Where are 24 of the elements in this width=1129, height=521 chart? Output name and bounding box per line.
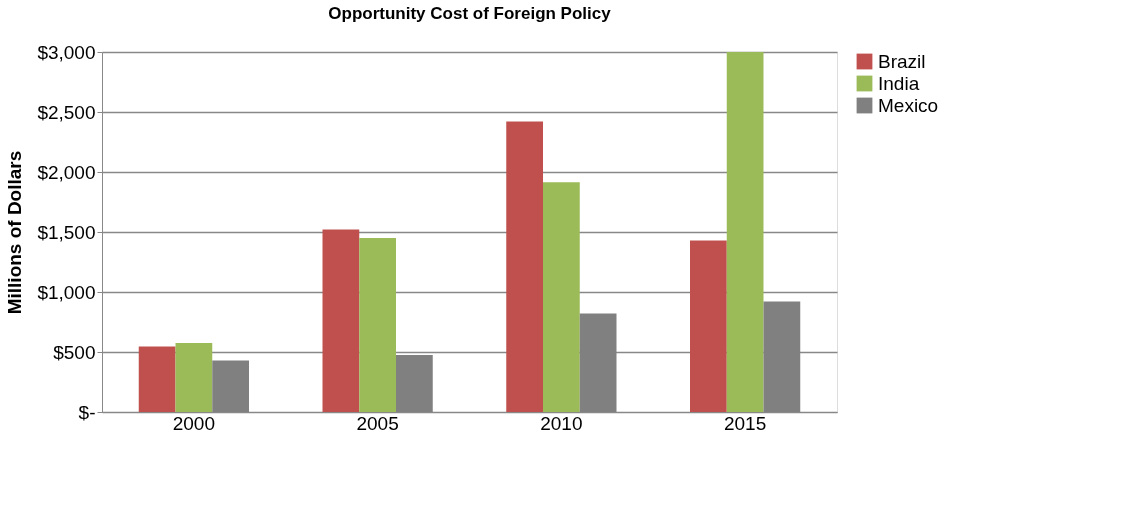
bar xyxy=(138,346,176,412)
y-tick-label: $1,000 xyxy=(37,281,96,303)
legend-label: Brazil xyxy=(878,50,926,72)
bar xyxy=(726,52,764,412)
bar xyxy=(359,238,396,412)
bar xyxy=(506,121,543,412)
y-tick-label: $1,500 xyxy=(37,221,96,243)
bar xyxy=(690,240,727,412)
legend-label: Mexico xyxy=(878,94,939,116)
x-tick-label: 2005 xyxy=(356,412,399,434)
y-tick-label: $2,500 xyxy=(37,101,96,123)
x-tick-label: 2015 xyxy=(723,412,767,434)
x-tick-label: 2000 xyxy=(172,412,216,434)
y-tick-label: $2,000 xyxy=(37,161,96,183)
chart-title: Opportunity Cost of Foreign Policy xyxy=(328,4,612,23)
x-tick-label: 2010 xyxy=(540,412,583,434)
bar xyxy=(543,182,580,412)
legend-label: India xyxy=(878,72,920,94)
bar xyxy=(322,229,360,412)
y-tick-label: $- xyxy=(78,401,96,423)
y-axis-title: Millions of Dollars xyxy=(4,150,26,315)
y-tick-label: $3,000 xyxy=(37,41,96,63)
bar xyxy=(175,343,213,412)
y-tick-label: $500 xyxy=(53,341,96,363)
